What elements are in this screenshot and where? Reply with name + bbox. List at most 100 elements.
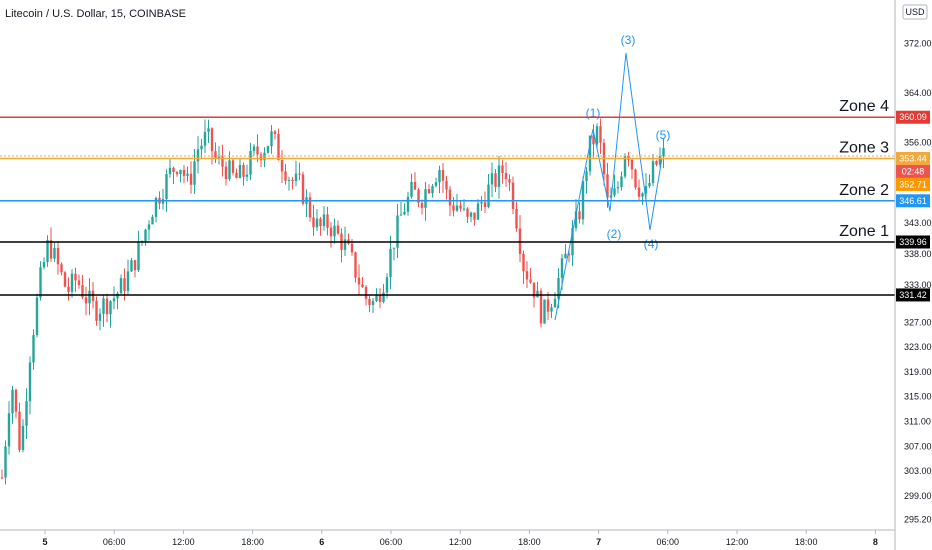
candle-body <box>144 229 147 242</box>
candle-body <box>497 165 501 187</box>
candle-body <box>249 150 252 175</box>
candle-body <box>469 212 473 217</box>
candle-body <box>25 401 28 426</box>
candle-body <box>529 279 532 283</box>
candle-body <box>378 294 382 302</box>
candle-body <box>7 413 11 447</box>
candle-body <box>203 131 207 146</box>
candle-body <box>354 252 357 278</box>
candle-body <box>224 166 228 180</box>
candle-body <box>434 182 438 187</box>
candle-body <box>259 154 263 161</box>
price-tick-label: 295.20 <box>904 514 932 524</box>
candle-body <box>546 299 550 312</box>
chart-title: Litecoin / U.S. Dollar, 15, COINBASE <box>5 8 186 20</box>
candle-body <box>420 202 424 208</box>
candle-body <box>564 253 567 259</box>
candle-body <box>81 285 84 298</box>
candle-body <box>39 267 42 298</box>
candle-body <box>301 174 305 204</box>
candle-body <box>511 182 515 209</box>
candle-body <box>322 214 326 227</box>
candle-body <box>644 186 648 194</box>
candle-body <box>448 189 452 206</box>
candle-body <box>431 186 434 194</box>
candle-body <box>291 179 294 182</box>
candle-body <box>399 214 403 216</box>
candle-body <box>102 298 105 314</box>
price-axis[interactable]: 372.00 364.00 356.00 343.00 338.00 333.00 327.… <box>904 38 932 524</box>
candle-body <box>193 161 196 185</box>
candle-body <box>382 292 385 302</box>
candle-body <box>273 131 277 134</box>
candle-body <box>252 146 256 151</box>
candle-body <box>417 189 420 203</box>
candle-body <box>501 165 504 173</box>
candles-layer <box>0 118 665 485</box>
candle-body <box>490 173 494 185</box>
candle-body <box>245 174 249 177</box>
candle-body <box>413 181 417 190</box>
candle-body <box>217 156 221 158</box>
candle-body <box>270 131 273 147</box>
zone-label: Zone 3 <box>839 139 889 156</box>
candle-body <box>42 261 46 268</box>
candle-body <box>536 290 539 298</box>
candle-body <box>574 211 578 229</box>
zone-label: Zone 2 <box>839 182 889 199</box>
candle-body <box>63 272 67 287</box>
candle-body <box>578 211 581 220</box>
currency-badge[interactable]: USD <box>902 4 928 20</box>
price-tick-label: 333.00 <box>904 280 932 290</box>
currency-label: USD <box>905 7 925 17</box>
price-tick-label: 315.00 <box>904 392 932 402</box>
candle-body <box>77 280 81 286</box>
candle-body <box>459 205 462 209</box>
candle-body <box>452 205 455 211</box>
time-tick-label: 18:00 <box>518 537 541 547</box>
candle-body <box>620 176 623 188</box>
candle-body <box>553 298 557 308</box>
candle-body <box>476 203 480 220</box>
price-badge-label: 02:48 <box>902 166 925 176</box>
candle-body <box>109 301 112 315</box>
candle-body <box>357 277 361 285</box>
candle-body <box>277 133 280 161</box>
candle-body <box>651 161 655 183</box>
candle-body <box>630 159 634 170</box>
zone-label: Zone 1 <box>839 223 889 240</box>
candle-body <box>74 273 77 281</box>
zone-price-badge <box>896 110 930 124</box>
candle-body <box>403 211 406 215</box>
candle-body <box>112 298 116 302</box>
candle-body <box>494 173 497 187</box>
candle-body <box>504 172 508 180</box>
candle-body <box>172 167 175 173</box>
candle-body <box>522 253 525 272</box>
candle-body <box>361 284 364 288</box>
price-tick-label: 299.00 <box>904 491 932 501</box>
time-tick-label: 7 <box>596 537 601 547</box>
candle-body <box>168 167 172 175</box>
wave-label: (3) <box>621 33 636 47</box>
candle-body <box>11 389 14 414</box>
candle-body <box>315 218 319 228</box>
price-tick-label: 364.00 <box>904 88 932 98</box>
candle-body <box>91 290 95 301</box>
candle-body <box>14 389 18 412</box>
candle-body <box>385 277 389 293</box>
candle-body <box>280 160 284 172</box>
candle-body <box>333 225 336 237</box>
time-axis[interactable]: 5 06:00 12:00 18:00 6 06:00 12:00 18:00 7 06:00 12… <box>42 530 878 547</box>
candle-body <box>441 170 445 181</box>
candle-body <box>221 156 224 167</box>
zone-price-label: 331.42 <box>899 290 927 300</box>
candle-body <box>186 173 189 176</box>
zone-price-label: 353.44 <box>899 153 927 163</box>
wave-label: (2) <box>607 227 622 241</box>
candle-body <box>175 172 179 175</box>
candle-body <box>343 239 347 250</box>
candle-body <box>483 202 487 208</box>
candle-body <box>98 313 102 321</box>
